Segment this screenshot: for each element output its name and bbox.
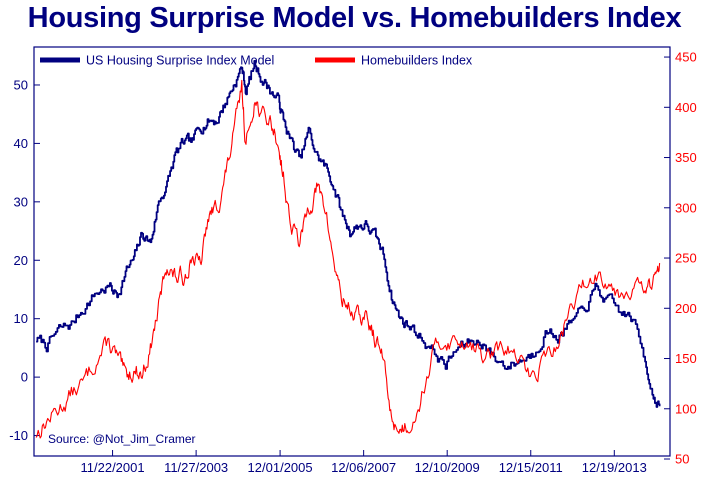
x-axis-tick-label: 11/22/2001 <box>81 460 145 475</box>
plot-frame <box>33 46 671 457</box>
left-axis-tick-label: 40 <box>14 136 28 151</box>
right-axis-tick-label: 450 <box>675 50 697 65</box>
source-note: Source: @Not_Jim_Cramer <box>48 432 196 446</box>
series-line-housing-model <box>36 60 661 408</box>
right-axis-tick-label: 200 <box>675 301 697 316</box>
axis-frame: -10 0 10 20 30 40 50 50 100 150 200 250 300 350 400 450… <box>9 46 697 475</box>
x-axis-tick-label: 12/01/2005 <box>248 460 313 475</box>
x-axis-tick-label: 11/27/2003 <box>164 460 228 475</box>
left-axis-tick-label: -10 <box>9 428 28 443</box>
right-axis-tick-label: 300 <box>675 200 697 215</box>
legend-label-homebuilders: Homebuilders Index <box>361 54 473 68</box>
legend: US Housing Surprise Index Model Homebuil… <box>40 54 473 68</box>
x-axis-tick-label: 12/19/2013 <box>582 460 647 475</box>
right-axis-tick-label: 100 <box>675 401 697 416</box>
x-axis-tick-label: 12/10/2009 <box>415 460 480 475</box>
chart-title: Housing Surprise Model vs. Homebuilders … <box>27 2 682 34</box>
right-axis-tick-label: 400 <box>675 100 697 115</box>
x-axis-tick-label: 12/15/2011 <box>499 460 563 475</box>
right-axis-tick-label: 150 <box>675 351 697 366</box>
left-axis-tick-label: 30 <box>14 194 28 209</box>
right-axis-tick-label: 250 <box>675 251 697 266</box>
series-line-homebuilders <box>35 79 661 439</box>
series-layer <box>35 60 661 439</box>
left-axis-tick-label: 0 <box>21 370 28 385</box>
right-axis-tick-label: 350 <box>675 150 697 165</box>
left-axis-tick-label: 10 <box>14 311 28 326</box>
left-axis-tick-label: 50 <box>14 77 28 92</box>
legend-label-housing-model: US Housing Surprise Index Model <box>86 54 274 68</box>
x-axis-tick-label: 12/06/2007 <box>331 460 396 475</box>
right-axis-tick-label: 50 <box>675 452 689 467</box>
left-axis-tick-label: 20 <box>14 253 28 268</box>
